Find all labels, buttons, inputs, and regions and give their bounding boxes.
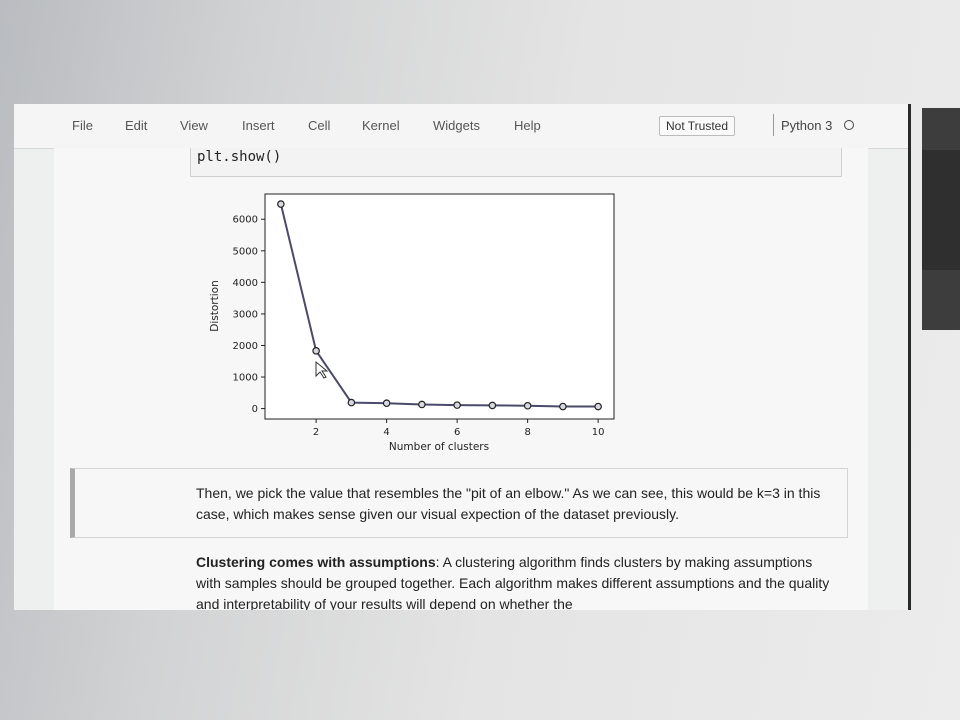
y-tick-label: 4000 (233, 278, 258, 289)
menu-file[interactable]: File (72, 118, 93, 133)
elbow-plot: 0 1000 2000 3000 4000 5000 6000 2 4 6 8 10 Number … (209, 193, 615, 453)
y-tick-label: 3000 (233, 309, 258, 320)
y-tick-label: 0 (252, 404, 258, 415)
data-point (312, 347, 320, 355)
y-tick-label: 5000 (233, 246, 258, 257)
data-point (347, 398, 356, 407)
y-tick-label: 6000 (233, 215, 258, 226)
assumptions-body: : A clustering algorithm finds clusters … (196, 554, 830, 610)
not-trusted-badge[interactable]: Not Trusted (659, 116, 736, 136)
x-axis-label: Number of clusters (389, 441, 489, 453)
notebook-window: File Edit View Insert Cell Kernel Widget… (14, 104, 911, 610)
assumptions-heading: Clustering comes with assumptions (196, 554, 436, 570)
data-point (488, 401, 497, 410)
kernel-separator (773, 114, 774, 136)
elbow-explanation: Then, we pick the value that resembles t… (196, 485, 821, 522)
data-point (523, 401, 532, 410)
x-axis: 2 4 6 8 10 (313, 419, 605, 438)
menu-view[interactable]: View (180, 118, 208, 133)
y-tick-label: 2000 (233, 341, 258, 352)
y-tick-label: 1000 (233, 373, 258, 384)
x-tick-label: 6 (454, 427, 460, 438)
menu-help[interactable]: Help (514, 118, 541, 133)
data-point (453, 401, 461, 409)
x-tick-label: 2 (313, 427, 319, 438)
markdown-cell[interactable]: Then, we pick the value that resembles t… (70, 468, 848, 538)
data-point (382, 399, 391, 408)
data-point (559, 402, 567, 411)
code-line: plt.show() (197, 149, 282, 165)
data-point (277, 200, 285, 208)
menu-bar: File Edit View Insert Cell Kernel Widget… (14, 104, 908, 149)
y-axis-label: Distortion (209, 280, 221, 331)
distortion-line (279, 203, 599, 408)
code-cell[interactable]: plt.show() (190, 148, 842, 177)
notebook-container: plt.show() 0 1000 2000 3000 4000 5000 6000 2 4 6… (54, 148, 868, 610)
x-tick-label: 8 (524, 427, 530, 438)
mouse-pointer-icon (315, 360, 329, 379)
data-points (277, 200, 602, 411)
menu-insert[interactable]: Insert (242, 118, 275, 133)
x-tick-label: 10 (592, 427, 605, 438)
y-axis: 0 1000 2000 3000 4000 5000 6000 (233, 215, 265, 415)
assumptions-paragraph: Clustering comes with assumptions: A clu… (196, 552, 836, 610)
kernel-idle-icon (844, 120, 854, 130)
kernel-name[interactable]: Python 3 (781, 118, 833, 133)
x-tick-label: 4 (383, 427, 389, 438)
menu-cell[interactable]: Cell (308, 118, 331, 133)
data-point (418, 400, 426, 409)
menu-kernel[interactable]: Kernel (362, 118, 400, 133)
menu-widgets[interactable]: Widgets (433, 118, 480, 133)
plot-area (264, 193, 615, 420)
data-point (594, 402, 602, 411)
menu-edit[interactable]: Edit (125, 118, 148, 133)
video-overlay-inner (922, 150, 960, 270)
